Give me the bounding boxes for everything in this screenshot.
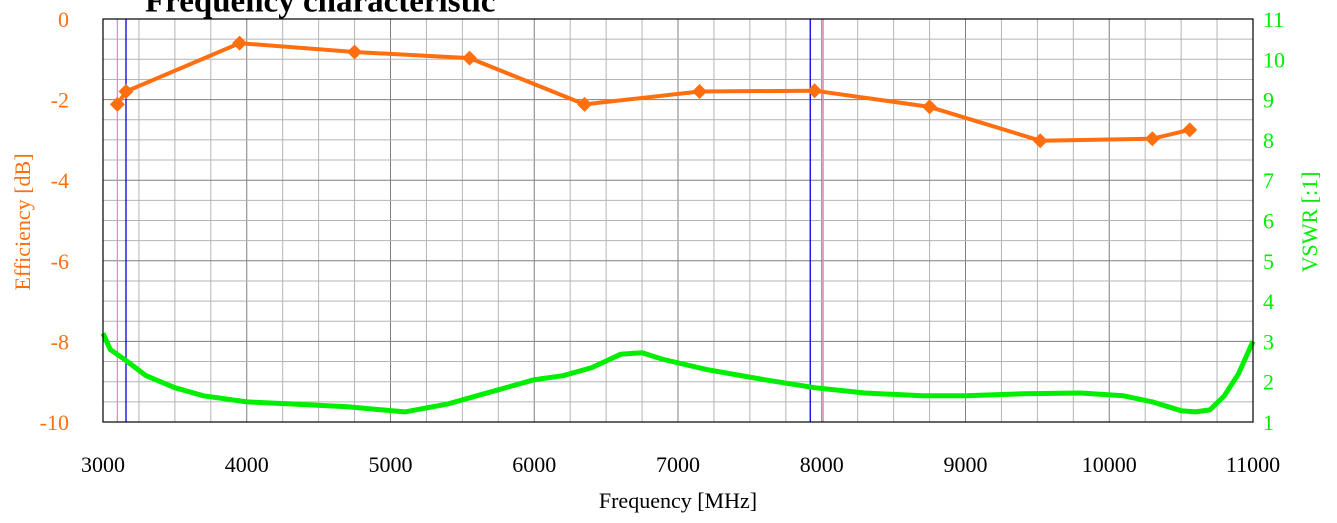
y-right-tick-label: 7 bbox=[1263, 168, 1274, 193]
y-right-tick-label: 9 bbox=[1263, 88, 1274, 113]
series-layer bbox=[100, 35, 1256, 415]
x-tick-label: 4000 bbox=[225, 452, 269, 477]
efficiency-point bbox=[1182, 122, 1198, 138]
chart-title: Frequency characteristic bbox=[145, 0, 495, 20]
y-right-tick-label: 4 bbox=[1263, 289, 1274, 314]
plot-frame bbox=[102, 18, 1254, 423]
efficiency-point bbox=[462, 50, 478, 66]
y-left-tick-label: -10 bbox=[40, 410, 69, 435]
y-left-tick-label: -8 bbox=[51, 329, 69, 354]
vswr-line bbox=[100, 332, 1256, 415]
x-axis-label: Frequency [MHz] bbox=[599, 488, 757, 513]
x-tick-label: 3000 bbox=[81, 452, 125, 477]
efficiency-point bbox=[577, 96, 593, 112]
y-left-tick-label: -6 bbox=[51, 249, 69, 274]
x-tick-label: 9000 bbox=[944, 452, 988, 477]
x-tick-label: 6000 bbox=[512, 452, 556, 477]
plot-border bbox=[102, 18, 1254, 423]
y-right-tick-label: 5 bbox=[1263, 249, 1274, 274]
x-tick-label: 11000 bbox=[1226, 452, 1280, 477]
efficiency-point bbox=[109, 96, 125, 112]
y-right-tick-label: 1 bbox=[1263, 410, 1274, 435]
y-right-tick-label: 3 bbox=[1263, 329, 1274, 354]
efficiency-point bbox=[1144, 131, 1160, 147]
y-axis-right-label: VSWR [:1] bbox=[1297, 172, 1322, 273]
y-axis-left-label: Efficiency [dB] bbox=[10, 153, 35, 290]
efficiency-point bbox=[232, 35, 248, 51]
y-right-tick-label: 8 bbox=[1263, 128, 1274, 153]
y-left-tick-label: -4 bbox=[51, 168, 69, 193]
efficiency-point bbox=[118, 84, 134, 100]
y-right-tick-label: 11 bbox=[1263, 7, 1284, 32]
x-tick-label: 7000 bbox=[656, 452, 700, 477]
x-tick-label: 8000 bbox=[800, 452, 844, 477]
x-tick-label: 10000 bbox=[1082, 452, 1137, 477]
efficiency-point bbox=[922, 99, 938, 115]
y-left-tick-label: 0 bbox=[58, 7, 69, 32]
y-right-tick-label: 2 bbox=[1263, 370, 1274, 395]
x-tick-label: 5000 bbox=[369, 452, 413, 477]
y-right-tick-label: 10 bbox=[1263, 47, 1285, 72]
y-right-tick-label: 6 bbox=[1263, 209, 1274, 234]
efficiency-point bbox=[347, 44, 363, 60]
y-left-tick-label: -2 bbox=[51, 88, 69, 113]
tick-labels: 3000 4000 5000 6000 7000 8000 9000 10000 11000 0 -… bbox=[40, 7, 1285, 477]
efficiency-line bbox=[115, 41, 1191, 143]
efficiency-point bbox=[692, 84, 708, 100]
efficiency-point bbox=[807, 83, 823, 99]
efficiency-point bbox=[1032, 133, 1048, 149]
